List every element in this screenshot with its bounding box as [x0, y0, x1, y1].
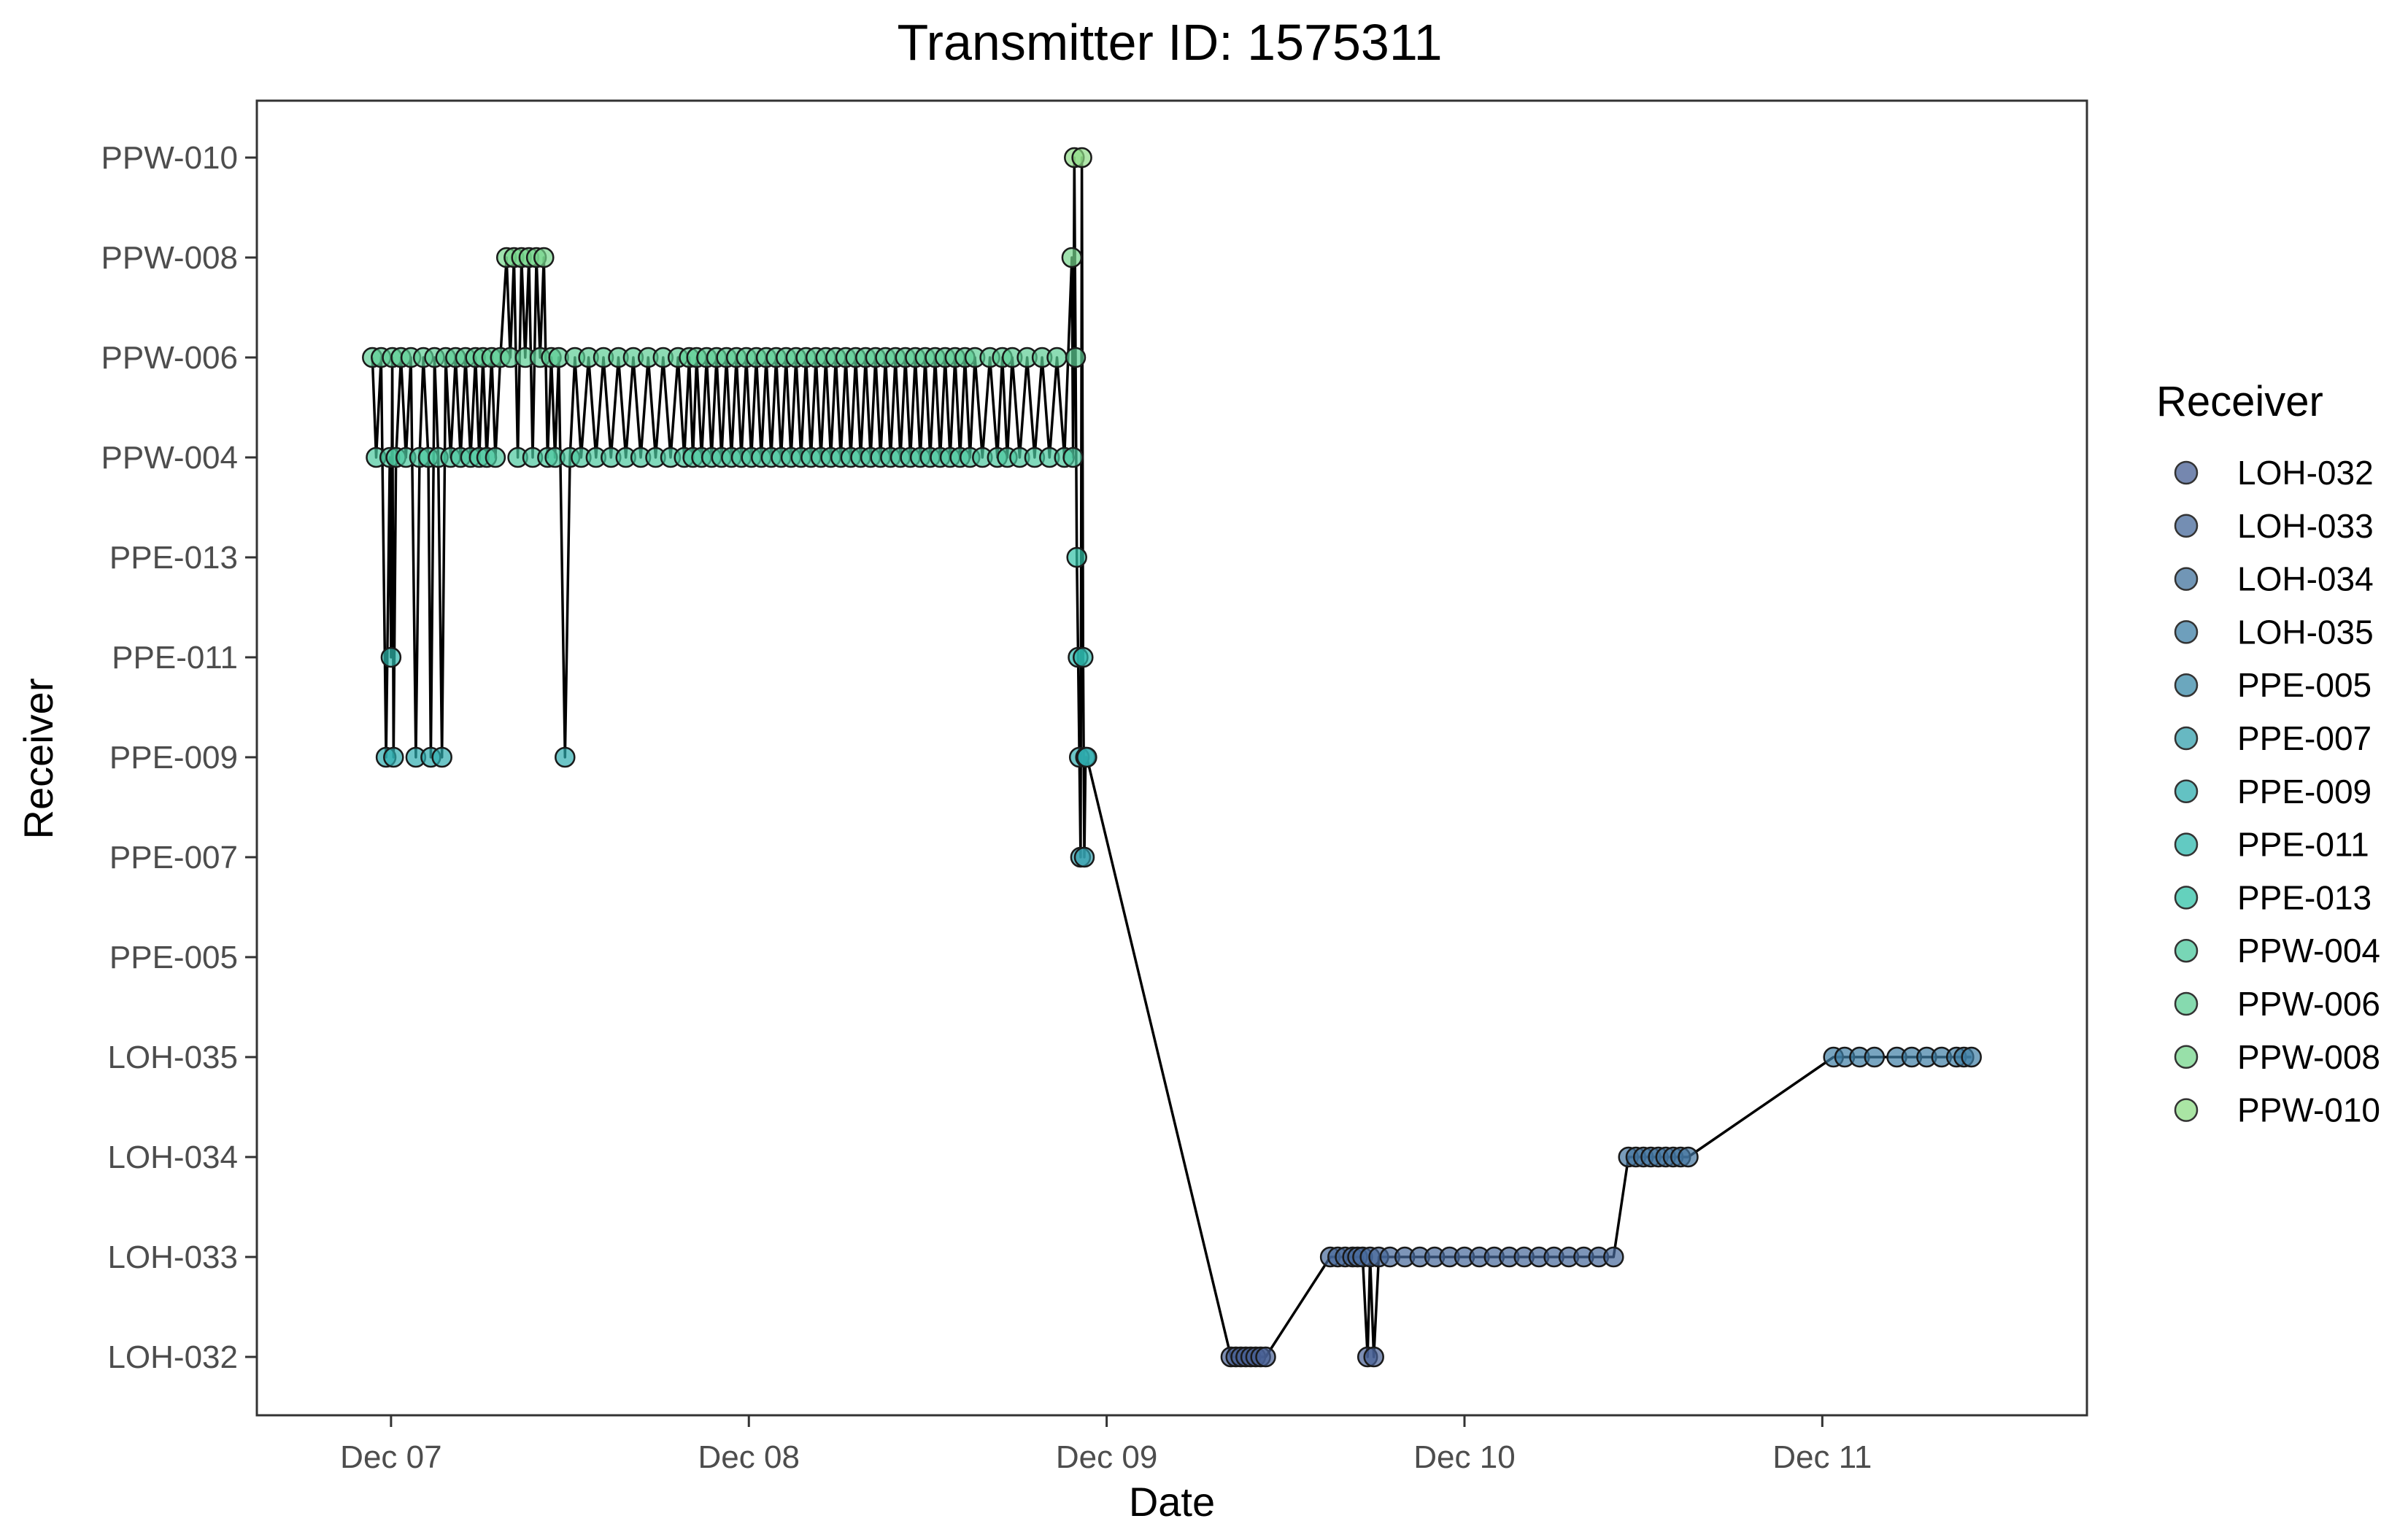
data-point [1255, 1346, 1276, 1368]
y-tick-label: PPE-011 [112, 640, 238, 676]
legend-key [2174, 726, 2199, 751]
x-axis: Dec 07 Dec 08 Dec 09 Dec 10 Dec 11 [340, 1415, 1872, 1475]
x-tick-label: Dec 10 [1413, 1439, 1515, 1475]
data-point [1061, 247, 1083, 268]
y-tick-label: PPE-005 [109, 940, 238, 975]
x-tick-label: Dec 11 [1772, 1439, 1872, 1475]
y-axis: LOH-032 LOH-033 LOH-034 LOH-035 PPE-005 PPE-0… [101, 140, 257, 1375]
legend-key [2174, 938, 2199, 963]
y-tick-label: PPE-013 [109, 540, 238, 576]
legend-title: Receiver [2156, 378, 2323, 425]
legend-key [2174, 991, 2199, 1016]
legend-label: PPE-013 [2237, 878, 2372, 916]
legend-key [2174, 886, 2199, 910]
x-tick-label: Dec 07 [340, 1439, 441, 1475]
legend-key [2174, 567, 2199, 591]
data-point [380, 646, 402, 668]
legend-label: PPE-005 [2237, 666, 2372, 704]
x-tick-label: Dec 08 [698, 1439, 800, 1475]
data-point [533, 247, 555, 268]
data-point [1071, 147, 1092, 169]
y-tick-label: PPW-010 [101, 140, 239, 176]
legend-key [2174, 514, 2199, 538]
legend-label: PPE-011 [2237, 826, 2369, 864]
x-axis-title: Date [1129, 1479, 1215, 1525]
legend-key [2174, 620, 2199, 644]
y-tick-label: LOH-034 [107, 1140, 238, 1175]
x-tick-label: Dec 09 [1056, 1439, 1157, 1475]
data-point [485, 446, 506, 468]
legend-label: PPW-006 [2237, 985, 2380, 1023]
legend-label: PPE-007 [2237, 719, 2372, 757]
data-point [1046, 347, 1068, 368]
data-point [1065, 347, 1087, 368]
data-point [1073, 646, 1094, 668]
legend-label: LOH-035 [2237, 613, 2374, 651]
legend-key [2174, 779, 2199, 804]
legend-label: LOH-033 [2237, 507, 2374, 545]
data-point [1961, 1046, 1982, 1068]
legend-label: PPW-010 [2237, 1091, 2380, 1129]
data-point [1062, 446, 1084, 468]
legend-label: PPE-009 [2237, 773, 2372, 811]
y-tick-label: PPW-008 [101, 240, 239, 276]
legend-label: LOH-032 [2237, 454, 2374, 492]
data-point [1066, 546, 1087, 568]
y-tick-label: PPW-006 [101, 340, 239, 376]
data-point [1076, 746, 1097, 768]
data-point [1864, 1046, 1886, 1068]
y-axis-title: Receiver [15, 678, 61, 840]
chart-title: Transmitter ID: 1575311 [898, 14, 1443, 71]
y-tick-label: PPW-004 [101, 440, 239, 476]
data-point [1603, 1246, 1624, 1268]
data-point [1678, 1146, 1699, 1168]
legend-key [2174, 832, 2199, 856]
data-point [431, 746, 452, 768]
data-point [1073, 846, 1095, 868]
data-point [383, 746, 404, 768]
legend-key [2174, 460, 2199, 485]
y-tick-label: LOH-033 [107, 1239, 238, 1275]
y-tick-label: PPE-009 [109, 740, 238, 775]
y-tick-label: LOH-032 [107, 1339, 238, 1375]
data-point [555, 746, 576, 768]
legend: Receiver LOH-032 LOH-033 LOH-034 LOH-035 PPE… [2156, 378, 2380, 1129]
legend-key [2174, 1098, 2199, 1122]
y-tick-label: PPE-007 [109, 840, 238, 875]
legend-label: PPW-008 [2237, 1038, 2380, 1076]
legend-label: PPW-004 [2237, 932, 2380, 970]
y-tick-label: LOH-035 [107, 1040, 238, 1075]
legend-label: LOH-034 [2237, 560, 2374, 598]
legend-key [2174, 1045, 2199, 1069]
data-point [1363, 1346, 1384, 1368]
legend-key [2174, 673, 2199, 697]
points-layer [362, 147, 1982, 1368]
